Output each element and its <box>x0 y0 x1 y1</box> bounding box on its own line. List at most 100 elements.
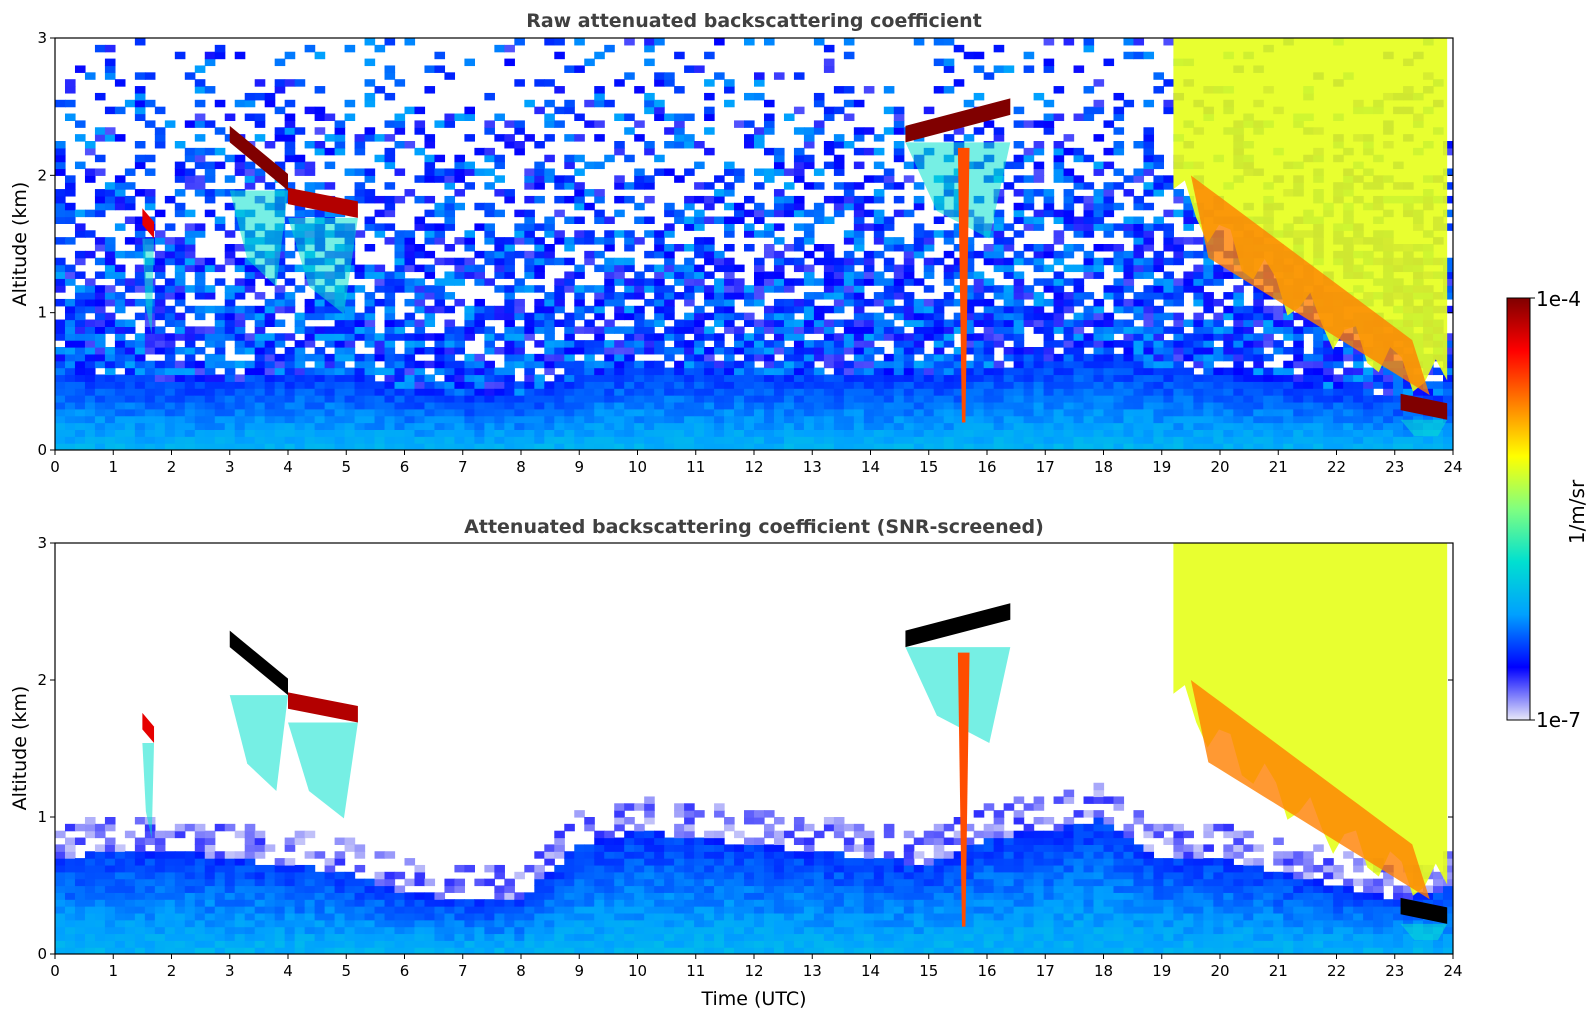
panel-screened-feature-2-virga <box>288 722 358 819</box>
panel-screened-feature-2 <box>288 692 358 723</box>
panel-screened-feature-4-virga <box>905 647 1011 744</box>
panel-raw-x-tick-label-10: 10 <box>628 458 647 476</box>
panel-screened-feature-1 <box>229 630 288 696</box>
panel-screened-x-tick-label-6: 6 <box>400 962 410 980</box>
panel-raw-x-tick-label-6: 6 <box>400 458 410 476</box>
panel-screened-x-tick-label-13: 13 <box>803 962 822 980</box>
panel-screened-feature-7-virga <box>1400 923 1448 941</box>
panel-screened-x-tick-label-4: 4 <box>283 962 293 980</box>
panel-screened-y-tick-label-0: 0 <box>37 945 47 963</box>
panel-raw-x-tick-label-18: 18 <box>1094 458 1113 476</box>
panel-raw-y-tick-label-1: 1 <box>37 304 47 322</box>
panel-screened-feature-6-core <box>1190 680 1430 900</box>
panel-raw-x-tick-label-9: 9 <box>574 458 584 476</box>
panel-raw-feature-7-virga <box>1400 419 1448 437</box>
panel-raw-x-tick-label-5: 5 <box>341 458 351 476</box>
panel-screened-x-tick-label-9: 9 <box>574 962 584 980</box>
panel-screened-cells <box>55 782 1453 954</box>
panel-raw-y-tick-label-2: 2 <box>37 166 47 184</box>
panel-screened-feature-6 <box>1173 543 1448 896</box>
panel-raw-x-tick-label-1: 1 <box>108 458 118 476</box>
panel-screened-x-tick-label-2: 2 <box>167 962 177 980</box>
panel-raw-ylabel: Altitude (km) <box>9 182 31 307</box>
colorbar-gradient <box>1506 297 1531 721</box>
panel-raw-x-tick-label-13: 13 <box>803 458 822 476</box>
panel-raw-feature-6-core <box>1190 175 1430 396</box>
panel-screened-x-tick-label-16: 16 <box>977 962 996 980</box>
panel-screened-y-tick-label-2: 2 <box>37 671 47 689</box>
panel-raw-x-tick-label-21: 21 <box>1269 458 1288 476</box>
panel-raw-feature-5 <box>957 147 970 423</box>
panel-screened-feature-5 <box>957 652 970 927</box>
panel-screened-x-tick-label-15: 15 <box>919 962 938 980</box>
panel-screened: Attenuated backscattering coefficient (S… <box>9 516 1463 1010</box>
panel-raw-y-tick-label-0: 0 <box>37 441 47 459</box>
panel-screened-x-tick-label-19: 19 <box>1152 962 1171 980</box>
panel-raw-x-tick-label-4: 4 <box>283 458 293 476</box>
panel-raw: Raw attenuated backscattering coefficien… <box>9 10 1463 476</box>
panel-screened-x-tick-label-17: 17 <box>1036 962 1055 980</box>
panel-raw-x-tick-label-20: 20 <box>1210 458 1229 476</box>
panel-raw-x-tick-label-24: 24 <box>1443 458 1462 476</box>
panel-raw-heatmap <box>55 38 1453 450</box>
panel-screened-x-tick-label-11: 11 <box>686 962 705 980</box>
panel-raw-x-tick-label-17: 17 <box>1036 458 1055 476</box>
colorbar-unit-label: 1/m/sr <box>1565 479 1589 544</box>
panel-raw-feature-6 <box>1173 38 1448 392</box>
panel-screened-x-tick-label-18: 18 <box>1094 962 1113 980</box>
panel-raw-feature-2 <box>288 187 358 218</box>
panel-raw-x-tick-label-11: 11 <box>686 458 705 476</box>
panel-raw-x-tick-label-15: 15 <box>919 458 938 476</box>
panel-raw-feature-1-virga <box>229 190 288 287</box>
panel-raw-feature-7 <box>1400 393 1448 420</box>
panel-screened-feature-3 <box>142 712 155 744</box>
panel-raw-feature-4-virga <box>905 142 1011 239</box>
panel-raw-x-tick-label-14: 14 <box>861 458 880 476</box>
panel-raw-feature-3 <box>142 208 155 239</box>
panel-raw-x-tick-label-16: 16 <box>977 458 996 476</box>
panel-screened-y-ticks: 0 1 2 3 <box>37 534 1453 963</box>
panel-raw-feature-2-virga <box>288 217 358 315</box>
panel-raw-x-tick-label-7: 7 <box>458 458 468 476</box>
panel-screened-xlabel: Time (UTC) <box>700 988 806 1010</box>
panel-screened-y-tick-label-1: 1 <box>37 808 47 826</box>
colorbar-max-label: 1e-4 <box>1536 287 1581 311</box>
colorbar-min-label: 1e-7 <box>1536 708 1581 732</box>
panel-screened-x-tick-label-23: 23 <box>1385 962 1404 980</box>
panel-screened-x-tick-label-7: 7 <box>458 962 468 980</box>
panel-screened-title: Attenuated backscattering coefficient (S… <box>464 516 1044 538</box>
panel-screened-feature-3-virga <box>142 743 155 839</box>
panel-screened-x-tick-label-12: 12 <box>744 962 763 980</box>
panel-raw-x-tick-label-0: 0 <box>50 458 60 476</box>
panel-screened-x-tick-label-10: 10 <box>628 962 647 980</box>
panel-screened-x-tick-label-8: 8 <box>516 962 526 980</box>
panel-screened-x-tick-label-21: 21 <box>1269 962 1288 980</box>
panel-screened-x-tick-label-22: 22 <box>1327 962 1346 980</box>
panel-screened-x-tick-label-5: 5 <box>341 962 351 980</box>
panel-screened-x-tick-label-14: 14 <box>861 962 880 980</box>
panel-screened-x-tick-label-0: 0 <box>50 962 60 980</box>
colorbar: 1e-4 1e-7 1/m/sr <box>1506 287 1589 732</box>
panel-screened-x-tick-label-20: 20 <box>1210 962 1229 980</box>
panel-raw-x-tick-label-8: 8 <box>516 458 526 476</box>
panel-raw-x-tick-label-2: 2 <box>167 458 177 476</box>
panel-raw-x-tick-label-12: 12 <box>744 458 763 476</box>
panel-raw-x-tick-label-22: 22 <box>1327 458 1346 476</box>
panel-raw-x-tick-label-3: 3 <box>225 458 235 476</box>
panel-screened-heatmap <box>55 543 1453 954</box>
panel-screened-feature-7 <box>1400 897 1448 924</box>
panel-raw-y-tick-label-3: 3 <box>37 29 47 47</box>
panel-screened-feature-4 <box>905 603 1011 648</box>
panel-raw-x-tick-label-23: 23 <box>1385 458 1404 476</box>
panel-raw-feature-4 <box>905 98 1011 143</box>
panel-raw-y-ticks: 0 1 2 3 <box>37 29 1453 459</box>
panel-screened-ylabel: Altitude (km) <box>9 686 31 811</box>
panel-screened-x-tick-label-24: 24 <box>1443 962 1462 980</box>
panel-screened-y-tick-label-3: 3 <box>37 534 47 552</box>
panel-raw-feature-3-virga <box>142 238 155 335</box>
panel-raw-title: Raw attenuated backscattering coefficien… <box>526 10 982 32</box>
panel-screened-x-tick-label-3: 3 <box>225 962 235 980</box>
panel-screened-feature-1-virga <box>229 695 288 791</box>
panel-raw-x-tick-label-19: 19 <box>1152 458 1171 476</box>
